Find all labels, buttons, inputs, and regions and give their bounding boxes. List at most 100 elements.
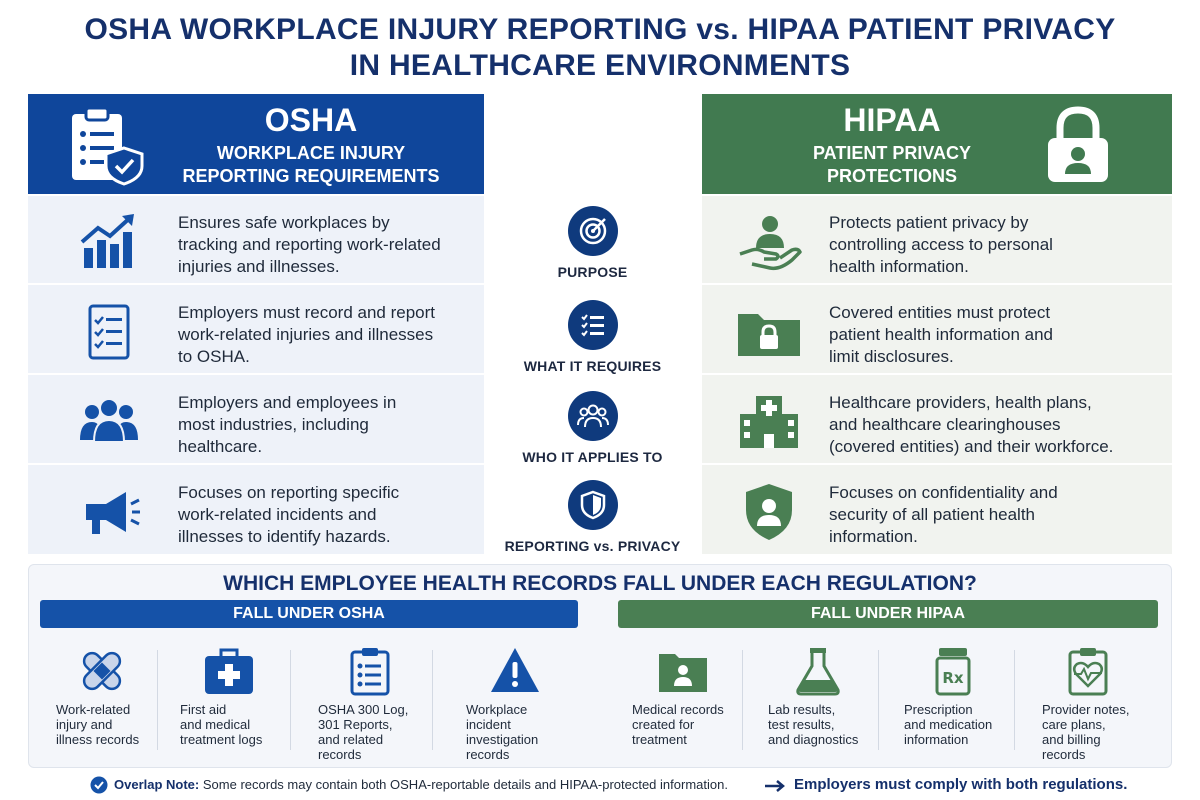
hand-person-icon: [739, 216, 802, 271]
middle-applies: WHO IT APPLIES TO: [490, 391, 695, 465]
record-text: Medical records created for treatment: [626, 702, 740, 747]
record-text: Provider notes, care plans, and billing …: [1036, 702, 1140, 762]
group-icon: [567, 391, 618, 441]
text-line: injury and: [56, 717, 113, 732]
text-line: limit disclosures.: [829, 347, 954, 366]
text-line: incident: [466, 717, 511, 732]
text-line: and medication: [904, 717, 993, 732]
text-line: Workplace: [466, 702, 528, 717]
hipaa-record-item: Provider notes, care plans, and billing …: [1036, 642, 1140, 762]
text-line: healthcare.: [178, 437, 263, 456]
overlap-note-text: Some records may contain both OSHA-repor…: [202, 777, 728, 792]
text-line: Lab results,: [768, 702, 836, 717]
osha-row-focus: Focuses on reporting specific work-relat…: [28, 466, 484, 555]
hipaa-subtitle-line-2: PROTECTIONS: [826, 166, 957, 186]
osha-focus-text: Focuses on reporting specific work-relat…: [178, 482, 474, 548]
text-line: First aid: [180, 702, 227, 717]
text-line: Medical records: [632, 702, 724, 717]
list-icon: [567, 300, 618, 350]
growth-chart-icon: [80, 214, 134, 268]
osha-subtitle-line-1: WORKPLACE INJURY: [216, 143, 406, 163]
osha-rows: Ensures safe workplaces by tracking and …: [28, 196, 484, 554]
hipaa-record-item: Rx Prescription and medication informati…: [898, 642, 1008, 760]
hipaa-row-requires: Covered entities must protect patient he…: [702, 286, 1172, 375]
text-line: test results,: [768, 717, 835, 732]
text-line: Covered entities must protect: [829, 303, 1051, 322]
osha-requires-text: Employers must record and report work-re…: [178, 302, 474, 368]
text-line: care plans,: [1042, 717, 1106, 732]
divider: [290, 650, 291, 750]
text-line: Focuses on confidentiality and: [829, 483, 1058, 502]
osha-subtitle: WORKPLACE INJURY REPORTING REQUIREMENTS: [138, 142, 484, 188]
person-folder-icon: [659, 654, 707, 692]
middle-requires: WHAT IT REQUIRES: [490, 300, 695, 374]
hipaa-applies-text: Healthcare providers, health plans, and …: [829, 392, 1162, 458]
middle-label: WHO IT APPLIES TO: [522, 449, 663, 465]
clipboard-shield-icon: [72, 106, 144, 186]
text-line: Ensures safe workplaces by: [178, 213, 390, 232]
text-line: Provider notes,: [1042, 702, 1130, 717]
record-text: Work-related injury and illness records: [50, 702, 154, 747]
osha-records-band: FALL UNDER OSHA: [40, 600, 578, 628]
text-line: health information.: [829, 257, 969, 276]
text-line: security of all patient health: [829, 505, 1036, 524]
hipaa-purpose-text: Protects patient privacy by controlling …: [829, 212, 1162, 278]
text-line: 301 Reports,: [318, 717, 393, 732]
locked-folder-icon: [738, 314, 800, 356]
hipaa-record-item: Lab results, test results, and diagnosti…: [762, 642, 874, 760]
osha-header: OSHA WORKPLACE INJURY REPORTING REQUIREM…: [28, 94, 484, 194]
hospital-icon: [740, 396, 798, 448]
text-line: work-related incidents and: [178, 505, 377, 524]
text-line: information.: [829, 527, 918, 546]
record-text: Workplace incident investigation records: [460, 702, 570, 762]
text-line: controlling access to personal: [829, 235, 1053, 254]
target-icon: [567, 206, 618, 256]
osha-record-item: Workplace incident investigation records: [460, 642, 570, 762]
hipaa-focus-text: Focuses on confidentiality and security …: [829, 482, 1162, 548]
middle-label: PURPOSE: [557, 264, 628, 280]
hipaa-records-band: FALL UNDER HIPAA: [618, 600, 1158, 628]
text-line: records: [466, 747, 510, 762]
padlock-person-icon: [1048, 106, 1108, 182]
clipboard-list-icon: [350, 648, 390, 696]
text-line: treatment: [632, 732, 687, 747]
text-line: created for: [632, 717, 695, 732]
middle-reporting: REPORTING vs. PRIVACY: [490, 480, 695, 554]
hipaa-record-item: Medical records created for treatment: [626, 642, 740, 760]
text-line: records: [1042, 747, 1086, 762]
text-line: records: [318, 747, 362, 762]
hipaa-row-focus: Focuses on confidentiality and security …: [702, 466, 1172, 555]
hipaa-requires-text: Covered entities must protect patient he…: [829, 302, 1162, 368]
hipaa-subtitle-line-1: PATIENT PRIVACY: [812, 143, 971, 163]
text-line: work-related injuries and illnesses: [178, 325, 434, 344]
text-line: OSHA 300 Log,: [318, 702, 409, 717]
shield-person-icon: [746, 484, 792, 540]
text-line: Healthcare providers, health plans,: [829, 393, 1092, 412]
divider: [1014, 650, 1015, 750]
title-line-1: OSHA WORKPLACE INJURY REPORTING vs. HIPA…: [84, 13, 1116, 46]
arrow-right-icon: [765, 780, 785, 792]
records-question: WHICH EMPLOYEE HEALTH RECORDS FALL UNDER…: [223, 572, 977, 595]
osha-row-requires: Employers must record and report work-re…: [28, 286, 484, 375]
osha-title: OSHA: [264, 102, 358, 138]
text-line: Employers and employees in: [178, 393, 397, 412]
people-group-icon: [80, 398, 138, 443]
hipaa-subtitle: PATIENT PRIVACY PROTECTIONS: [702, 142, 1082, 188]
text-line: and healthcare clearinghouses: [829, 415, 1061, 434]
text-line: Work-related: [56, 702, 131, 717]
comply-note: Employers must comply with both regulati…: [794, 776, 1128, 793]
record-text: Prescription and medication information: [898, 702, 1008, 747]
hipaa-rows: Protects patient privacy by controlling …: [702, 196, 1172, 554]
megaphone-icon: [86, 492, 140, 534]
middle-label: WHAT IT REQUIRES: [523, 358, 662, 374]
hipaa-row-applies: Healthcare providers, health plans, and …: [702, 376, 1172, 465]
overlap-note: Overlap Note: Some records may contain b…: [114, 776, 728, 796]
flask-icon: [796, 648, 840, 696]
heart-clipboard-icon: [1068, 648, 1108, 696]
text-line: illnesses to identify hazards.: [178, 527, 391, 546]
osha-purpose-text: Ensures safe workplaces by tracking and …: [178, 212, 474, 278]
text-line: Prescription: [904, 702, 973, 717]
osha-record-item: First aid and medical treatment logs: [174, 642, 284, 760]
text-line: and diagnostics: [768, 732, 859, 747]
divider: [742, 650, 743, 750]
